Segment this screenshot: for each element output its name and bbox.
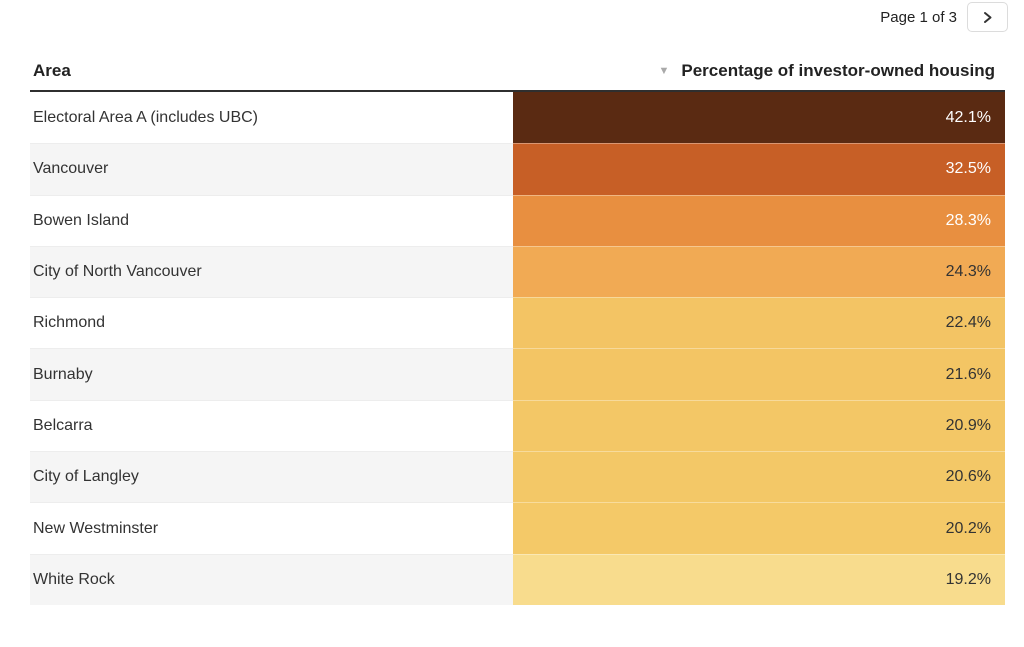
area-cell: City of North Vancouver [30,245,513,298]
percentage-cell: 22.4% [513,297,1005,349]
sort-descending-icon: ▼ [658,64,670,77]
pagination-label: Page 1 of 3 [880,8,957,26]
table-row: Richmond 22.4% [30,297,1005,349]
table-body: Electoral Area A (includes UBC) 42.1% Vanc… [30,92,1005,605]
area-cell: City of Langley [30,451,513,503]
percentage-cell: 20.6% [513,451,1005,503]
area-cell: Bowen Island [30,194,513,246]
investor-housing-table: Area ▼ Percentage of investor-owned hous… [30,61,1005,605]
percentage-cell: 19.2% [513,553,1005,605]
column-header-area[interactable]: Area [33,61,71,80]
table-row: City of North Vancouver 24.3% [30,245,1005,298]
percentage-cell: 42.1% [513,92,1005,144]
table-row: Electoral Area A (includes UBC) 42.1% [30,92,1005,144]
next-page-button[interactable] [967,2,1008,32]
table-header-row: Area ▼ Percentage of investor-owned hous… [30,61,1005,92]
area-cell: Burnaby [30,348,513,400]
area-cell: Richmond [30,297,513,349]
percentage-cell: 20.9% [513,399,1005,452]
table-row: Burnaby 21.6% [30,348,1005,400]
column-header-percentage-label: Percentage of investor-owned housing [681,61,995,80]
percentage-cell: 28.3% [513,194,1005,246]
area-cell: White Rock [30,553,513,605]
area-cell: Vancouver [30,143,513,195]
column-header-percentage[interactable]: ▼ Percentage of investor-owned housing [513,61,1005,81]
table-row: White Rock 19.2% [30,553,1005,605]
table-row: City of Langley 20.6% [30,451,1005,503]
chevron-right-icon [981,11,994,24]
table-row: Vancouver 32.5% [30,143,1005,195]
percentage-cell: 21.6% [513,348,1005,400]
percentage-cell: 20.2% [513,502,1005,554]
table-row: Bowen Island 28.3% [30,194,1005,246]
area-cell: Electoral Area A (includes UBC) [30,92,513,144]
pagination: Page 1 of 3 [880,2,1008,32]
area-cell: Belcarra [30,399,513,452]
area-cell: New Westminster [30,502,513,554]
table-row: New Westminster 20.2% [30,502,1005,554]
percentage-cell: 32.5% [513,143,1005,195]
table-row: Belcarra 20.9% [30,399,1005,452]
percentage-cell: 24.3% [513,245,1005,298]
